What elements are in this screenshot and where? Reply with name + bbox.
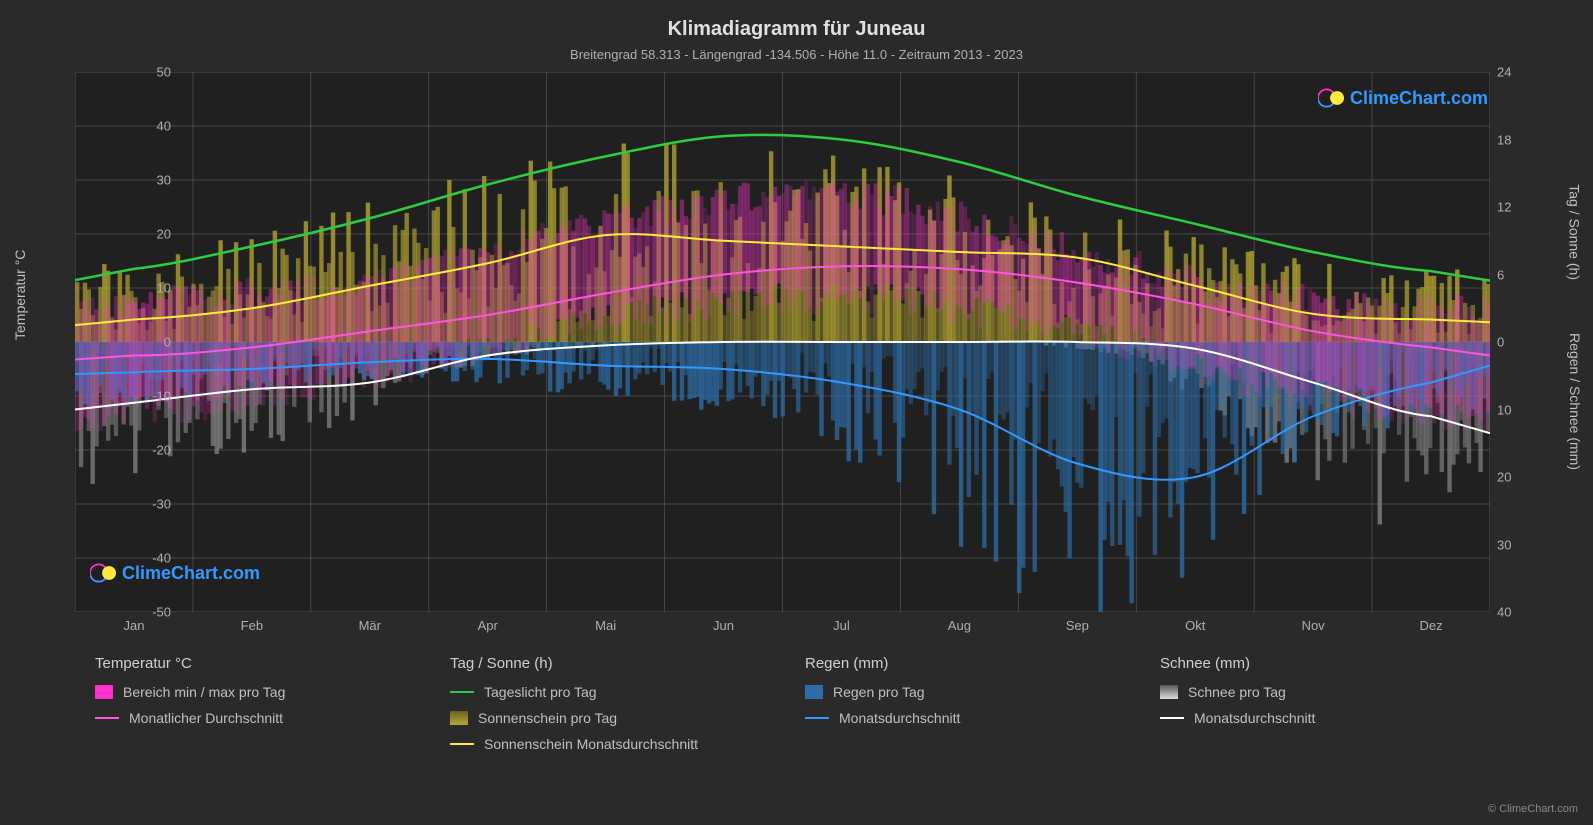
chart-subtitle: Breitengrad 58.313 - Längengrad -134.506… <box>0 41 1593 62</box>
legend-snow-avg: Monatsdurchschnitt <box>1160 710 1495 726</box>
y-axis-right-label-top: Tag / Sonne (h) <box>1567 184 1583 280</box>
legend-snow-header: Schnee (mm) <box>1160 655 1495 672</box>
y-tick-left: 50 <box>157 65 171 80</box>
legend-col-snow: Schnee (mm) Schnee pro Tag Monatsdurchsc… <box>1160 655 1495 762</box>
watermark-text: ClimeChart.com <box>122 563 260 584</box>
legend-col-rain: Regen (mm) Regen pro Tag Monatsdurchschn… <box>805 655 1140 762</box>
legend-label: Regen pro Tag <box>833 684 925 700</box>
legend-daylight: Tageslicht pro Tag <box>450 684 785 700</box>
y-tick-right-bottom: 20 <box>1497 470 1511 485</box>
logo-icon <box>1318 85 1344 111</box>
legend-label: Bereich min / max pro Tag <box>123 684 285 700</box>
y-tick-left: 0 <box>164 335 171 350</box>
legend-label: Monatsdurchschnitt <box>839 710 960 726</box>
y-tick-right-top: 24 <box>1497 65 1511 80</box>
watermark-top: ClimeChart.com <box>1318 85 1488 111</box>
x-tick-month: Nov <box>1302 618 1325 633</box>
legend-label: Monatsdurchschnitt <box>1194 710 1315 726</box>
x-tick-month: Sep <box>1066 618 1089 633</box>
x-tick-month: Apr <box>478 618 498 633</box>
legend-line-sunshine <box>450 743 474 745</box>
x-tick-month: Jan <box>123 618 144 633</box>
x-tick-month: Aug <box>948 618 971 633</box>
legend-label: Tageslicht pro Tag <box>484 684 597 700</box>
y-tick-right-top: 12 <box>1497 200 1511 215</box>
y-tick-right-top: 0 <box>1497 335 1504 350</box>
legend-line-temp-avg <box>95 717 119 719</box>
legend-sunshine-bars: Sonnenschein pro Tag <box>450 710 785 726</box>
chart-title: Klimadiagramm für Juneau <box>0 0 1593 41</box>
legend-line-daylight <box>450 691 474 693</box>
legend-rain-bars: Regen pro Tag <box>805 684 1140 700</box>
legend-sunshine-avg: Sonnenschein Monatsdurchschnitt <box>450 736 785 752</box>
legend-swatch-temp-range <box>95 685 113 699</box>
legend-temp-range: Bereich min / max pro Tag <box>95 684 430 700</box>
legend-line-snow <box>1160 717 1184 719</box>
legend-rain-avg: Monatsdurchschnitt <box>805 710 1140 726</box>
y-tick-left: -20 <box>152 443 171 458</box>
y-tick-left: -50 <box>152 605 171 620</box>
legend-swatch-sunshine <box>450 711 468 725</box>
legend-label: Monatlicher Durchschnitt <box>129 710 283 726</box>
x-tick-month: Mär <box>359 618 381 633</box>
x-tick-month: Okt <box>1185 618 1205 633</box>
y-axis-left-label: Temperatur °C <box>12 250 28 340</box>
legend-label: Sonnenschein Monatsdurchschnitt <box>484 736 698 752</box>
legend-rain-header: Regen (mm) <box>805 655 1140 672</box>
y-tick-left: -30 <box>152 497 171 512</box>
y-tick-left: -10 <box>152 389 171 404</box>
y-tick-right-top: 6 <box>1497 267 1504 282</box>
legend-swatch-snow <box>1160 685 1178 699</box>
y-axis-right-label-bottom: Regen / Schnee (mm) <box>1567 333 1583 470</box>
y-tick-right-bottom: 10 <box>1497 402 1511 417</box>
watermark-bottom: ClimeChart.com <box>90 560 260 586</box>
y-tick-left: 30 <box>157 173 171 188</box>
chart-plot-area <box>75 72 1490 612</box>
legend-swatch-rain <box>805 685 823 699</box>
legend-snow-bars: Schnee pro Tag <box>1160 684 1495 700</box>
x-tick-month: Jul <box>833 618 850 633</box>
legend: Temperatur °C Bereich min / max pro Tag … <box>95 655 1495 762</box>
legend-col-sun: Tag / Sonne (h) Tageslicht pro Tag Sonne… <box>450 655 785 762</box>
x-tick-month: Mai <box>595 618 616 633</box>
x-tick-month: Jun <box>713 618 734 633</box>
y-tick-right-top: 18 <box>1497 132 1511 147</box>
legend-temp-header: Temperatur °C <box>95 655 430 672</box>
legend-line-rain <box>805 717 829 719</box>
chart-svg <box>75 72 1490 612</box>
legend-temp-avg: Monatlicher Durchschnitt <box>95 710 430 726</box>
x-tick-month: Feb <box>241 618 263 633</box>
y-tick-left: 10 <box>157 281 171 296</box>
logo-icon <box>90 560 116 586</box>
y-tick-right-bottom: 30 <box>1497 537 1511 552</box>
legend-label: Sonnenschein pro Tag <box>478 710 617 726</box>
legend-label: Schnee pro Tag <box>1188 684 1286 700</box>
legend-sun-header: Tag / Sonne (h) <box>450 655 785 672</box>
y-tick-right-bottom: 40 <box>1497 605 1511 620</box>
x-tick-month: Dez <box>1419 618 1442 633</box>
watermark-text: ClimeChart.com <box>1350 88 1488 109</box>
copyright: © ClimeChart.com <box>1488 803 1578 815</box>
legend-col-temp: Temperatur °C Bereich min / max pro Tag … <box>95 655 430 762</box>
y-tick-left: 20 <box>157 227 171 242</box>
y-tick-left: 40 <box>157 119 171 134</box>
